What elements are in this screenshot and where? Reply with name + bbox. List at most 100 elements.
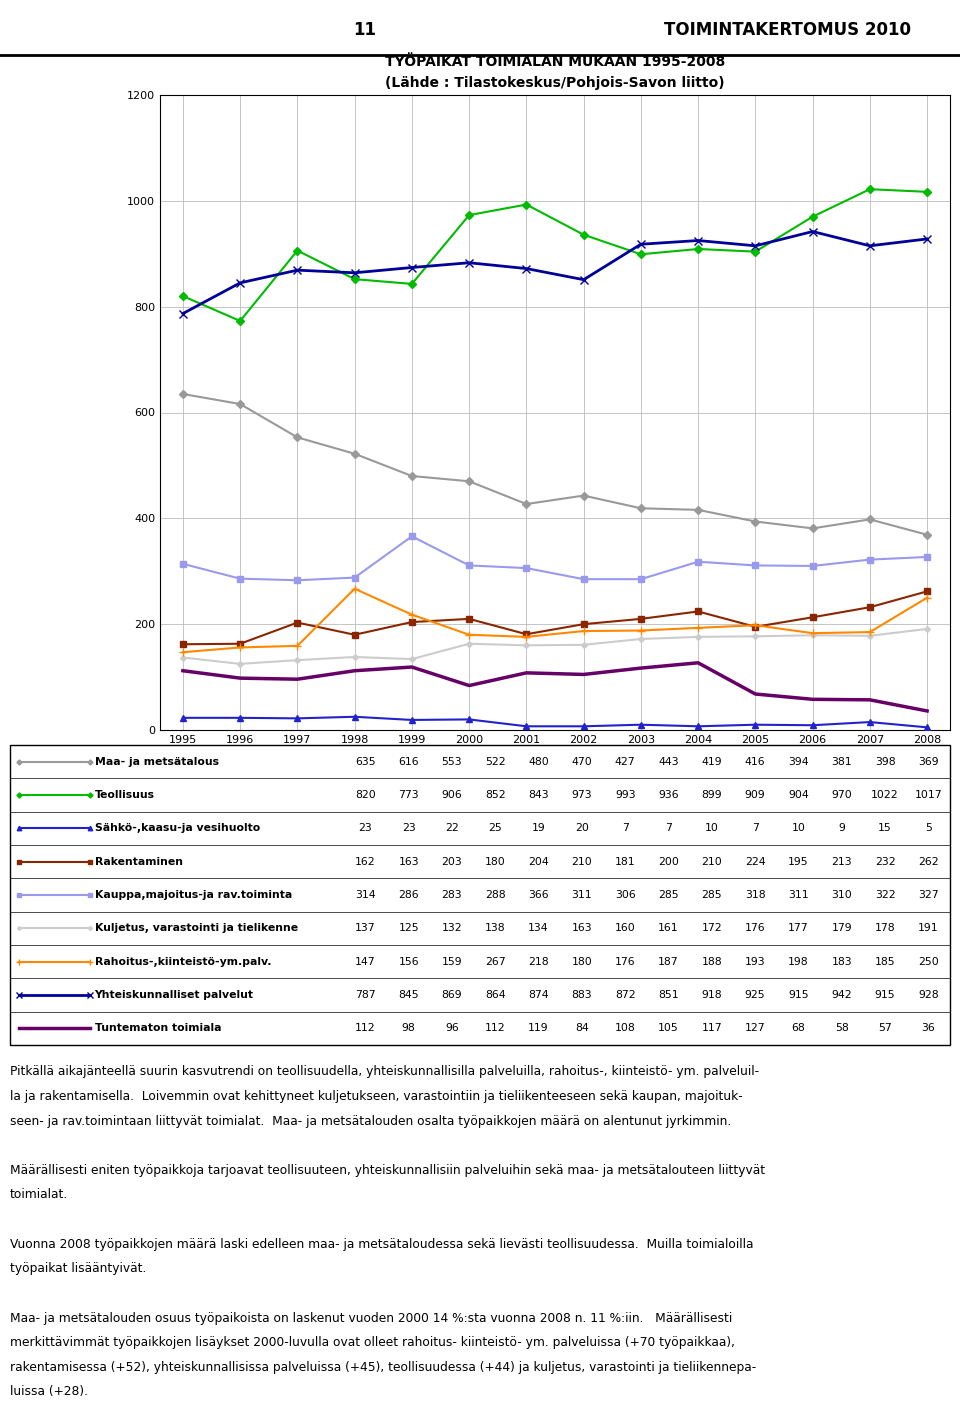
- Text: 9: 9: [838, 824, 845, 834]
- Text: Teollisuus: Teollisuus: [95, 789, 155, 799]
- Text: 286: 286: [398, 891, 419, 901]
- Text: TOIMINTAKERTOMUS 2010: TOIMINTAKERTOMUS 2010: [663, 21, 911, 38]
- Text: 936: 936: [659, 789, 679, 799]
- Text: 224: 224: [745, 856, 765, 866]
- Text: 36: 36: [922, 1023, 935, 1033]
- Text: 311: 311: [788, 891, 808, 901]
- Text: 191: 191: [918, 923, 939, 933]
- Text: 773: 773: [398, 789, 419, 799]
- Text: 7: 7: [665, 824, 672, 834]
- Text: 193: 193: [745, 956, 765, 966]
- Text: Määrällisesti eniten työpaikkoja tarjoavat teollisuuteen, yhteiskunnallisiin pal: Määrällisesti eniten työpaikkoja tarjoav…: [10, 1164, 765, 1177]
- Text: 213: 213: [831, 856, 852, 866]
- Text: 416: 416: [745, 757, 765, 767]
- Text: 635: 635: [355, 757, 375, 767]
- Text: 137: 137: [355, 923, 375, 933]
- Text: luissa (+28).: luissa (+28).: [10, 1385, 88, 1398]
- Text: 993: 993: [615, 789, 636, 799]
- Text: 381: 381: [831, 757, 852, 767]
- Text: Rakentaminen: Rakentaminen: [95, 856, 182, 866]
- Text: 366: 366: [528, 891, 549, 901]
- Text: 973: 973: [571, 789, 592, 799]
- Text: 616: 616: [398, 757, 419, 767]
- Text: 928: 928: [918, 990, 939, 1000]
- Text: 117: 117: [702, 1023, 722, 1033]
- Text: 134: 134: [528, 923, 549, 933]
- Text: 172: 172: [702, 923, 722, 933]
- Text: 787: 787: [355, 990, 375, 1000]
- Text: Maa- ja metsätalous: Maa- ja metsätalous: [95, 757, 219, 767]
- Text: 204: 204: [528, 856, 549, 866]
- Title: TYÖPAIKAT TOIMIALAN MUKAAN 1995-2008
(Lähde : Tilastokeskus/Pohjois-Savon liitto: TYÖPAIKAT TOIMIALAN MUKAAN 1995-2008 (Lä…: [385, 56, 725, 90]
- Text: 904: 904: [788, 789, 808, 799]
- Text: 105: 105: [659, 1023, 679, 1033]
- Text: 314: 314: [355, 891, 375, 901]
- Text: 10: 10: [705, 824, 719, 834]
- Text: Yhteiskunnalliset palvelut: Yhteiskunnalliset palvelut: [95, 990, 253, 1000]
- Text: 369: 369: [918, 757, 939, 767]
- Text: 470: 470: [571, 757, 592, 767]
- Text: 178: 178: [875, 923, 896, 933]
- Text: Vuonna 2008 työpaikkojen määrä laski edelleen maa- ja metsätaloudessa sekä lievä: Vuonna 2008 työpaikkojen määrä laski ede…: [10, 1238, 754, 1251]
- Text: 181: 181: [615, 856, 636, 866]
- Text: 918: 918: [702, 990, 722, 1000]
- Text: 125: 125: [398, 923, 419, 933]
- Text: 200: 200: [658, 856, 679, 866]
- Text: 318: 318: [745, 891, 765, 901]
- Text: 218: 218: [528, 956, 549, 966]
- Text: 7: 7: [622, 824, 629, 834]
- Text: 11: 11: [353, 21, 376, 38]
- Text: työpaikat lisääntyivät.: työpaikat lisääntyivät.: [10, 1263, 146, 1275]
- Text: 19: 19: [532, 824, 545, 834]
- Text: Pitkällä aikajänteellä suurin kasvutrendi on teollisuudella, yhteiskunnallisilla: Pitkällä aikajänteellä suurin kasvutrend…: [10, 1066, 759, 1079]
- Text: 162: 162: [355, 856, 375, 866]
- Text: 156: 156: [398, 956, 419, 966]
- Text: 119: 119: [528, 1023, 549, 1033]
- Text: Maa- ja metsätalouden osuus työpaikoista on laskenut vuoden 2000 14 %:sta vuonna: Maa- ja metsätalouden osuus työpaikoista…: [10, 1311, 732, 1325]
- Text: 7: 7: [752, 824, 758, 834]
- Text: 267: 267: [485, 956, 506, 966]
- Text: 906: 906: [442, 789, 463, 799]
- Text: rakentamisessa (+52), yhteiskunnallisissa palveluissa (+45), teollisuudessa (+44: rakentamisessa (+52), yhteiskunnallisiss…: [10, 1361, 756, 1374]
- Text: 159: 159: [442, 956, 463, 966]
- Text: 23: 23: [358, 824, 372, 834]
- Text: 210: 210: [571, 856, 592, 866]
- Text: 311: 311: [571, 891, 592, 901]
- Text: 176: 176: [615, 956, 636, 966]
- Text: 112: 112: [355, 1023, 375, 1033]
- Text: 10: 10: [791, 824, 805, 834]
- Text: 874: 874: [528, 990, 549, 1000]
- Text: 851: 851: [659, 990, 679, 1000]
- Text: 872: 872: [615, 990, 636, 1000]
- Text: 522: 522: [485, 757, 506, 767]
- Text: Sähkö-,kaasu-ja vesihuolto: Sähkö-,kaasu-ja vesihuolto: [95, 824, 260, 834]
- Text: 925: 925: [745, 990, 765, 1000]
- Text: 177: 177: [788, 923, 808, 933]
- Text: la ja rakentamisella.  Loivemmin ovat kehittyneet kuljetukseen, varastointiin ja: la ja rakentamisella. Loivemmin ovat keh…: [10, 1090, 743, 1103]
- Text: 327: 327: [918, 891, 939, 901]
- Text: 98: 98: [402, 1023, 416, 1033]
- Text: 112: 112: [485, 1023, 506, 1033]
- Text: 899: 899: [702, 789, 722, 799]
- Text: 285: 285: [702, 891, 722, 901]
- Text: 20: 20: [575, 824, 588, 834]
- Text: 262: 262: [918, 856, 939, 866]
- Text: 210: 210: [702, 856, 722, 866]
- Text: 322: 322: [875, 891, 896, 901]
- Text: 869: 869: [442, 990, 463, 1000]
- Text: 23: 23: [402, 824, 416, 834]
- Text: 398: 398: [875, 757, 896, 767]
- Text: 127: 127: [745, 1023, 765, 1033]
- Text: 180: 180: [571, 956, 592, 966]
- Text: 864: 864: [485, 990, 506, 1000]
- Text: 108: 108: [614, 1023, 636, 1033]
- Text: toimialat.: toimialat.: [10, 1188, 68, 1201]
- Text: 845: 845: [398, 990, 419, 1000]
- Text: 942: 942: [831, 990, 852, 1000]
- Text: 68: 68: [792, 1023, 805, 1033]
- Text: 15: 15: [878, 824, 892, 834]
- Text: 283: 283: [442, 891, 463, 901]
- Text: 185: 185: [875, 956, 896, 966]
- Text: 195: 195: [788, 856, 808, 866]
- Text: 198: 198: [788, 956, 808, 966]
